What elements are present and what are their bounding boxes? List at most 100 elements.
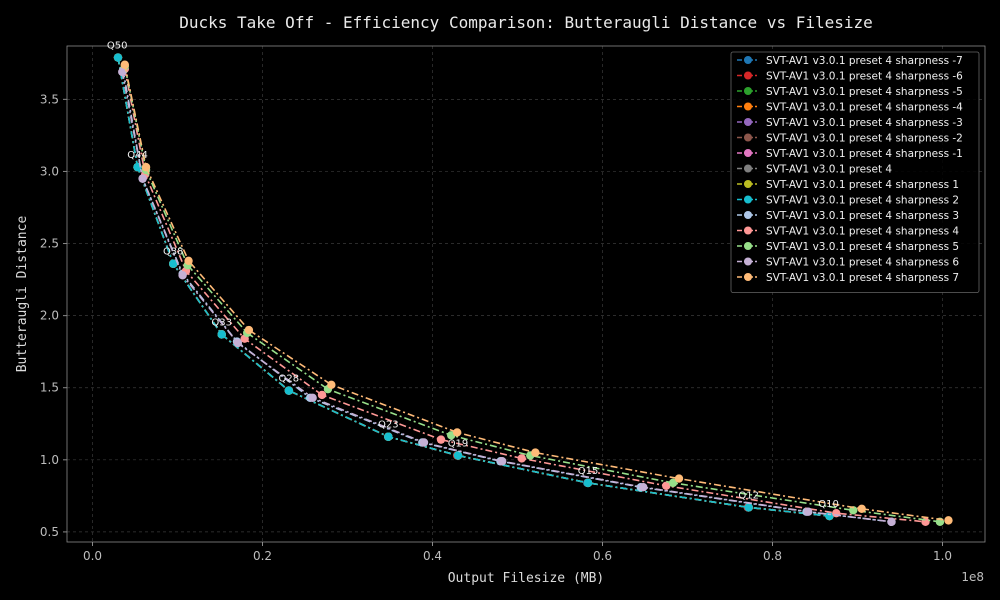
data-point — [141, 162, 151, 172]
legend-entry: SVT-AV1 v3.0.1 preset 4 sharpness -4 — [766, 102, 963, 114]
legend-entry: SVT-AV1 v3.0.1 preset 4 sharpness -2 — [766, 133, 963, 145]
legend-entry: SVT-AV1 v3.0.1 preset 4 sharpness -1 — [766, 148, 963, 160]
data-point — [308, 393, 317, 403]
legend-marker — [744, 149, 752, 157]
data-point — [178, 271, 187, 280]
series — [118, 67, 896, 527]
data-point — [498, 457, 507, 466]
y-tick-label: 2.0 — [40, 309, 59, 323]
series — [113, 53, 834, 521]
data-point — [849, 506, 858, 515]
data-point — [138, 174, 147, 183]
legend-marker — [744, 273, 752, 281]
data-point — [804, 507, 813, 516]
data-point — [436, 435, 446, 444]
y-tick-label: 1.5 — [40, 381, 59, 395]
data-point — [531, 448, 540, 457]
data-point — [419, 438, 429, 447]
legend-marker — [744, 87, 752, 95]
data-point — [113, 53, 123, 62]
plot-area: 0.0 0.2 0.4 0.6 0.8 1.0 0.5 1.0 1.5 2.0 2.5 3.0 3.5 Q… — [40, 41, 986, 563]
data-point — [639, 483, 648, 492]
legend-entry: SVT-AV1 v3.0.1 preset 4 sharpness 3 — [766, 210, 959, 222]
data-point — [674, 474, 684, 483]
y-tick-label: 0.5 — [40, 525, 59, 539]
data-point — [662, 481, 671, 490]
quality-label: Q12 — [738, 490, 759, 501]
data-point — [944, 516, 953, 525]
y-tick-label: 3.5 — [40, 92, 59, 106]
series — [120, 60, 953, 525]
legend-marker — [744, 56, 752, 64]
data-point — [217, 330, 226, 339]
legend-marker — [744, 226, 752, 235]
legend-marker — [744, 211, 752, 219]
series-line — [121, 71, 892, 523]
quality-label: Q15 — [578, 466, 599, 477]
data-point — [184, 256, 193, 266]
quality-label: Q28 — [279, 374, 300, 385]
quality-label: Q38 — [163, 247, 184, 258]
y-tick-label: 2.5 — [40, 237, 59, 251]
quality-label: Q44 — [127, 150, 148, 161]
plot-frame — [66, 45, 986, 543]
x-tick-label: 0.0 — [83, 549, 102, 563]
legend-marker — [744, 164, 752, 173]
legend-entry: SVT-AV1 v3.0.1 preset 4 sharpness 6 — [766, 257, 959, 269]
legend-entry: SVT-AV1 v3.0.1 preset 4 sharpness 2 — [766, 195, 959, 207]
y-axis-label: Butteraugli Distance — [15, 216, 30, 373]
data-point — [120, 60, 129, 69]
data-point — [744, 503, 753, 512]
legend-marker — [744, 102, 752, 111]
quality-label: Q33 — [211, 317, 232, 328]
y-tick-label: 3.0 — [40, 164, 59, 178]
legend-marker — [744, 133, 752, 142]
legend-marker — [744, 257, 752, 266]
data-point — [887, 517, 896, 527]
series-line — [124, 68, 926, 523]
legend-marker — [744, 118, 752, 126]
chart-title: Ducks Take Off - Efficiency Comparison: … — [179, 13, 873, 32]
legend-box — [730, 51, 980, 293]
legend-entry: SVT-AV1 v3.0.1 preset 4 sharpness -3 — [766, 117, 963, 129]
x-tick-label: 1.0 — [933, 549, 952, 563]
data-point — [233, 338, 243, 348]
quality-label: Q19 — [448, 438, 469, 449]
quality-label: Q50 — [107, 41, 128, 52]
series — [120, 64, 930, 527]
data-point — [284, 386, 294, 395]
series-line — [124, 64, 949, 522]
data-point — [452, 428, 462, 437]
x-axis-scale-label: 1e8 — [961, 570, 984, 584]
data-point — [327, 380, 336, 390]
legend: SVT-AV1 v3.0.1 preset 4 sharpness -7 SVT-… — [730, 51, 980, 293]
quality-label: Q10 — [818, 499, 839, 510]
legend-entry: SVT-AV1 v3.0.1 preset 4 sharpness -7 — [766, 55, 963, 67]
x-tick-label: 0.2 — [253, 549, 272, 563]
data-point — [169, 259, 178, 268]
x-tick-label: 0.4 — [423, 549, 442, 563]
data-point — [825, 511, 834, 521]
data-point — [453, 451, 463, 460]
legend-marker — [744, 71, 752, 80]
legend-entry: SVT-AV1 v3.0.1 preset 4 sharpness 4 — [766, 226, 959, 238]
legend-entry: SVT-AV1 v3.0.1 preset 4 — [766, 164, 892, 176]
legend-entry: SVT-AV1 v3.0.1 preset 4 sharpness 7 — [766, 272, 959, 284]
data-point — [668, 478, 678, 488]
data-point — [583, 478, 593, 488]
y-tick-label: 1.0 — [40, 453, 59, 467]
data-point — [517, 454, 526, 463]
data-point — [384, 432, 393, 441]
legend-entry: SVT-AV1 v3.0.1 preset 4 sharpness -5 — [766, 86, 963, 98]
x-tick-label: 0.8 — [763, 549, 782, 563]
data-point — [118, 67, 127, 77]
quality-label: Q23 — [378, 420, 399, 431]
data-point — [317, 390, 327, 400]
legend-marker — [744, 195, 752, 204]
legend-entry: SVT-AV1 v3.0.1 preset 4 sharpness 1 — [766, 179, 959, 191]
series-line — [117, 57, 830, 517]
x-tick-label: 0.6 — [593, 549, 612, 563]
legend-entry: SVT-AV1 v3.0.1 preset 4 sharpness 5 — [766, 241, 959, 253]
legend-marker — [744, 242, 752, 250]
